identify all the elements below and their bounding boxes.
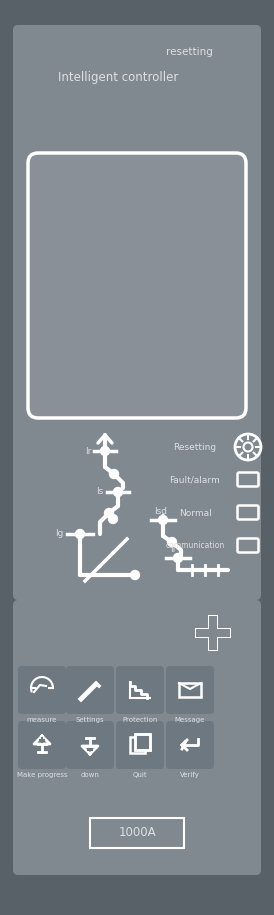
Bar xyxy=(243,510,253,516)
Bar xyxy=(195,628,231,638)
Circle shape xyxy=(110,469,118,479)
Text: Ig: Ig xyxy=(55,530,63,539)
Circle shape xyxy=(101,447,110,456)
Text: Quit: Quit xyxy=(133,772,147,778)
Text: Message: Message xyxy=(175,717,205,723)
Text: Settings: Settings xyxy=(76,717,104,723)
Text: measure: measure xyxy=(27,717,57,723)
FancyBboxPatch shape xyxy=(116,666,164,714)
Circle shape xyxy=(113,488,122,497)
Circle shape xyxy=(167,537,176,546)
FancyBboxPatch shape xyxy=(116,721,164,769)
Text: 1000A: 1000A xyxy=(118,825,156,838)
Text: Is: Is xyxy=(96,488,103,497)
Text: Normal: Normal xyxy=(179,509,211,518)
Text: Make progress: Make progress xyxy=(17,772,67,778)
Text: Isd: Isd xyxy=(155,507,167,515)
Text: Ir: Ir xyxy=(85,447,91,456)
Text: Protection: Protection xyxy=(122,717,158,723)
FancyBboxPatch shape xyxy=(13,25,261,600)
Circle shape xyxy=(173,554,182,563)
Text: communication: communication xyxy=(165,542,225,551)
Text: resetting: resetting xyxy=(166,47,213,57)
Circle shape xyxy=(76,530,84,539)
Bar xyxy=(209,616,217,650)
FancyBboxPatch shape xyxy=(166,721,214,769)
Bar xyxy=(208,615,218,651)
Bar xyxy=(243,543,253,550)
FancyBboxPatch shape xyxy=(166,666,214,714)
Text: down: down xyxy=(81,772,99,778)
Bar xyxy=(196,629,230,637)
Text: Intelligent controller: Intelligent controller xyxy=(58,71,178,84)
Circle shape xyxy=(158,515,167,524)
FancyBboxPatch shape xyxy=(90,818,184,848)
Text: Ii: Ii xyxy=(170,544,176,554)
Bar xyxy=(243,477,253,483)
Circle shape xyxy=(104,509,113,518)
FancyBboxPatch shape xyxy=(18,721,66,769)
Text: Verify: Verify xyxy=(180,772,200,778)
FancyBboxPatch shape xyxy=(135,734,150,750)
Circle shape xyxy=(130,570,139,579)
Text: Resetting: Resetting xyxy=(173,443,216,451)
Text: Fault/alarm: Fault/alarm xyxy=(170,476,220,485)
FancyBboxPatch shape xyxy=(13,600,261,875)
FancyBboxPatch shape xyxy=(28,153,246,418)
FancyBboxPatch shape xyxy=(18,666,66,714)
FancyBboxPatch shape xyxy=(66,721,114,769)
FancyBboxPatch shape xyxy=(66,666,114,714)
Circle shape xyxy=(109,514,118,523)
